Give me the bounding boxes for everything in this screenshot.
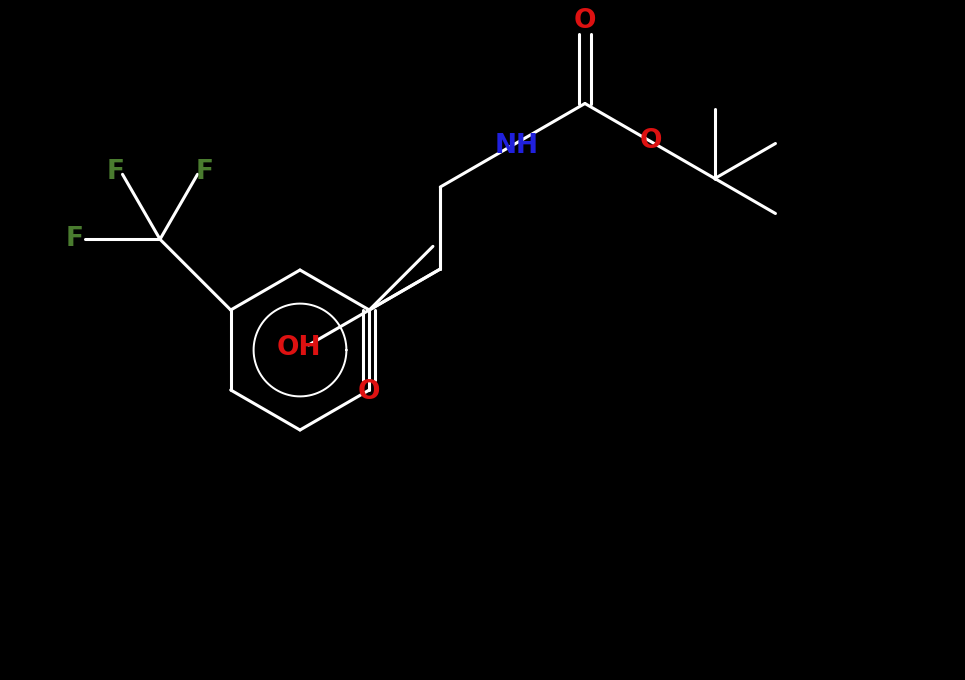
- Text: F: F: [196, 159, 213, 186]
- Text: O: O: [358, 379, 380, 405]
- Text: F: F: [106, 159, 124, 186]
- Text: NH: NH: [494, 133, 538, 159]
- Text: O: O: [639, 129, 662, 154]
- Text: OH: OH: [276, 335, 321, 361]
- Text: F: F: [66, 226, 84, 252]
- Text: O: O: [573, 9, 596, 35]
